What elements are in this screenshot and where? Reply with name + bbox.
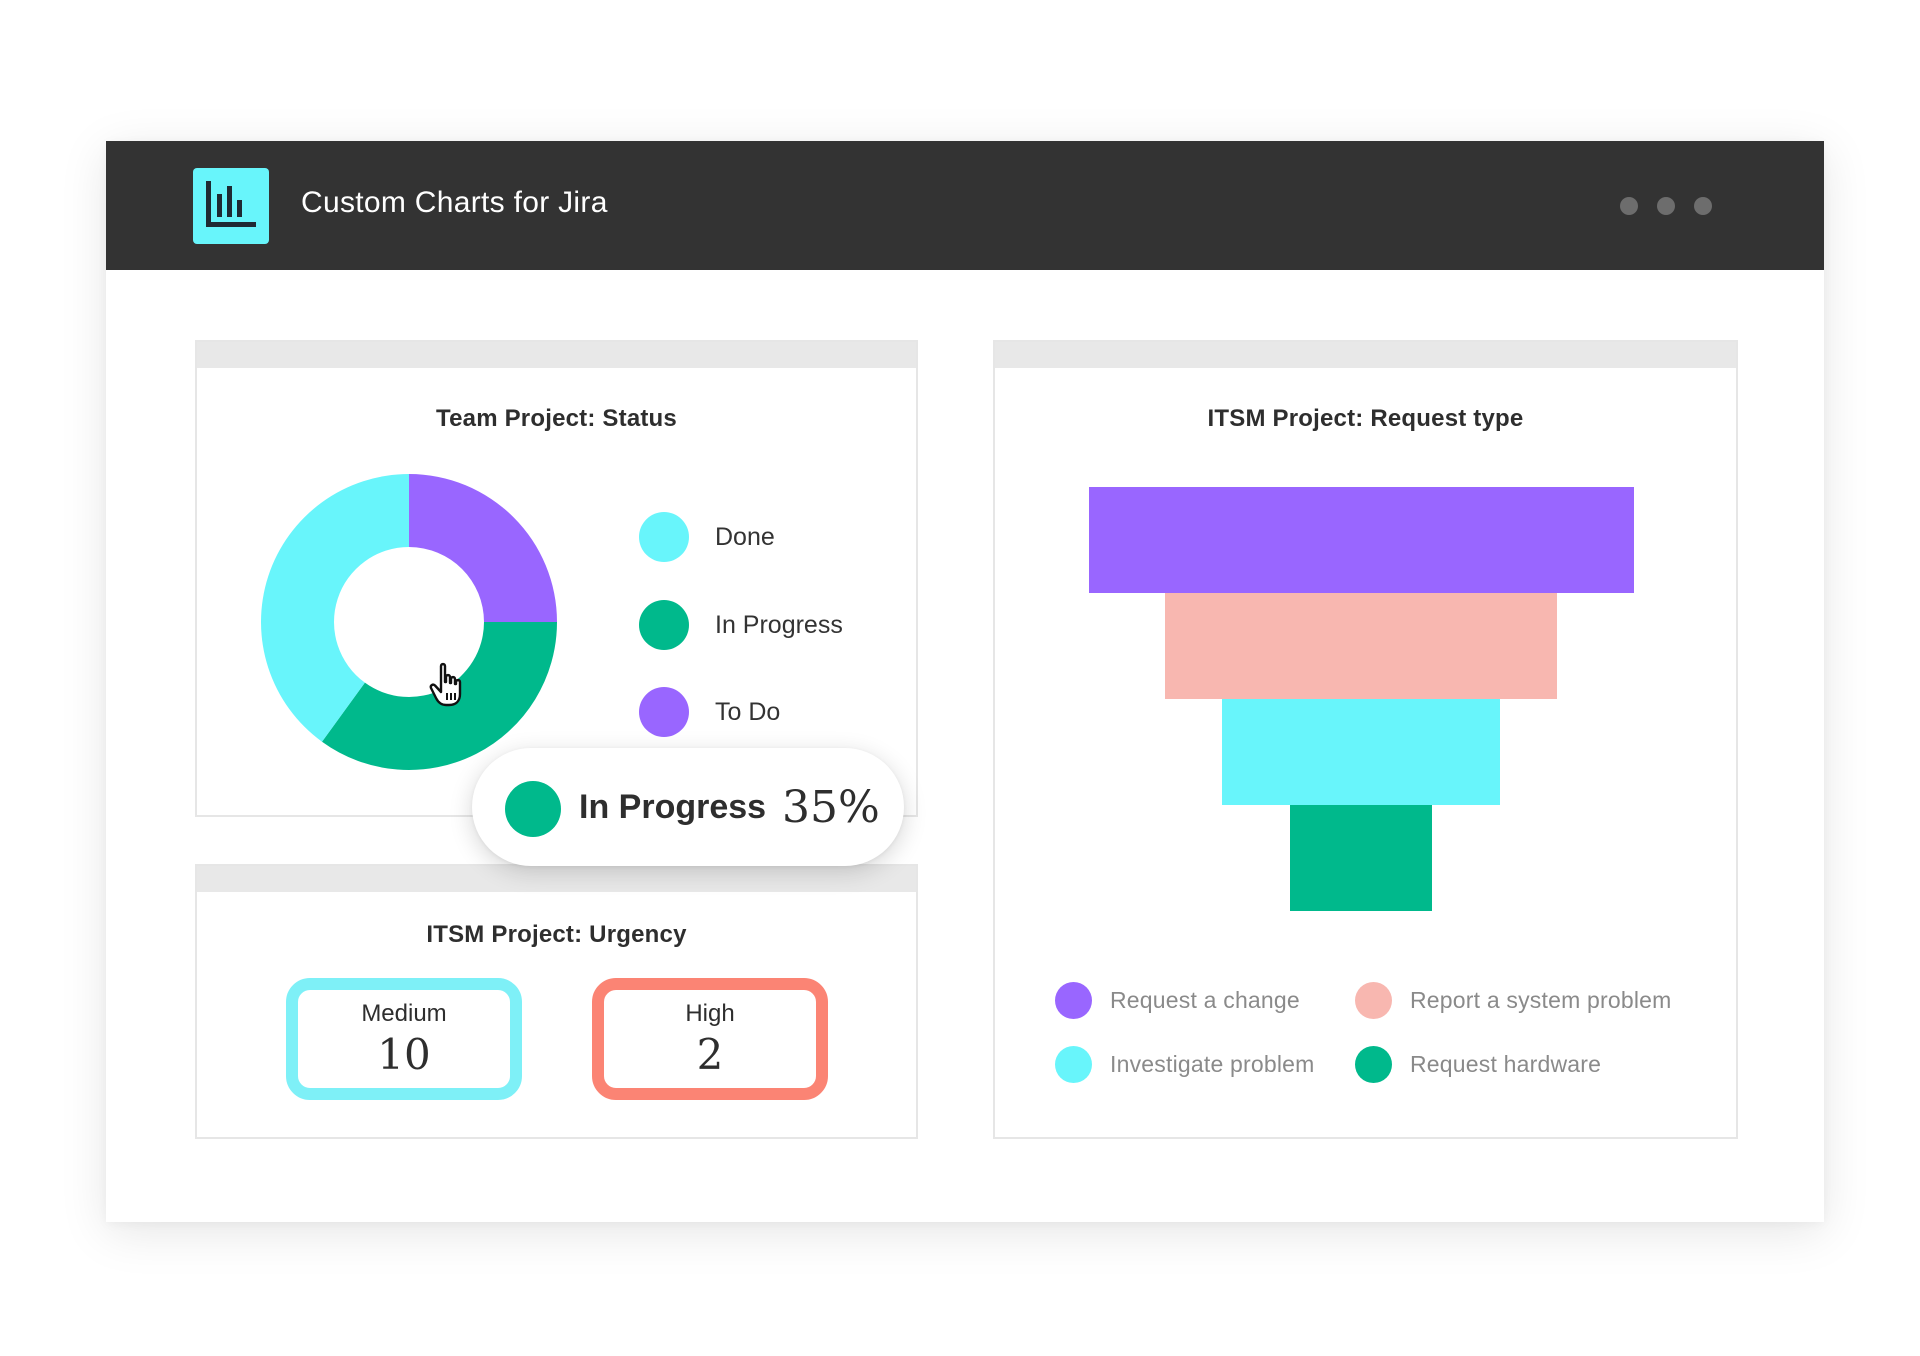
legend-swatch: [639, 512, 689, 562]
funnel-bar-investigate-problem[interactable]: [1222, 699, 1500, 805]
chart-title: ITSM Project: Request type: [1207, 405, 1524, 432]
urgency-high-box[interactable]: High 2: [592, 978, 828, 1100]
status-donut-chart[interactable]: [259, 472, 559, 772]
bar-chart-icon[interactable]: [193, 168, 269, 244]
legend-label: To Do: [715, 698, 781, 726]
card-header-bar: [197, 342, 916, 368]
dot-icon[interactable]: [1620, 197, 1638, 215]
tooltip-label: In Progress: [579, 788, 767, 826]
dot-icon[interactable]: [1657, 197, 1675, 215]
request-type-funnel-chart[interactable]: [995, 342, 1740, 1042]
title-bar: Custom Charts for Jira: [106, 141, 1824, 270]
urgency-label: Medium: [361, 1000, 447, 1027]
legend-swatch: [639, 687, 689, 737]
legend-swatch: [639, 600, 689, 650]
app-title: Custom Charts for Jira: [301, 186, 608, 219]
dot-icon[interactable]: [1694, 197, 1712, 215]
legend-swatch: [1055, 1046, 1092, 1083]
chart-title: ITSM Project: Urgency: [426, 921, 687, 948]
request-type-card: ITSM Project: Request type Request a cha…: [993, 340, 1738, 1139]
status-chart-card: Team Project: Status Done In Progress To…: [195, 340, 918, 817]
legend-swatch: [1355, 982, 1392, 1019]
urgency-card: ITSM Project: Urgency Medium 10 High 2: [195, 864, 918, 1139]
funnel-bar-request-hardware[interactable]: [1290, 805, 1432, 911]
window-controls[interactable]: [1620, 197, 1730, 217]
card-header-bar: [197, 866, 916, 892]
funnel-bar-request-a-change[interactable]: [1088, 487, 1634, 593]
app-window: Custom Charts for Jira Team Project: Sta…: [106, 141, 1824, 1222]
urgency-medium-box[interactable]: Medium 10: [286, 978, 522, 1100]
funnel-bar-report-a-system-problem[interactable]: [1164, 593, 1558, 699]
legend-swatch: [1055, 982, 1092, 1019]
chart-tooltip: In Progress 35%: [472, 748, 904, 866]
hand-pointer-icon: [429, 662, 462, 707]
legend-label: In Progress: [715, 611, 843, 639]
donut-slice-to-do[interactable]: [409, 474, 557, 622]
legend-swatch: [1355, 1046, 1392, 1083]
legend-label: Done: [715, 523, 775, 551]
chart-title: Team Project: Status: [436, 405, 677, 432]
legend-label: Request hardware: [1410, 1051, 1602, 1077]
tooltip-swatch: [505, 781, 561, 837]
tooltip-value: 35%: [782, 782, 880, 833]
card-header-bar: [995, 342, 1736, 368]
legend-label: Report a system problem: [1410, 987, 1672, 1013]
legend-label: Request a change: [1110, 987, 1300, 1013]
legend-label: Investigate problem: [1110, 1051, 1315, 1077]
donut-slice-done[interactable]: [261, 474, 409, 742]
urgency-count: 10: [377, 1030, 431, 1079]
urgency-label: High: [685, 1000, 735, 1027]
urgency-count: 2: [696, 1030, 724, 1079]
